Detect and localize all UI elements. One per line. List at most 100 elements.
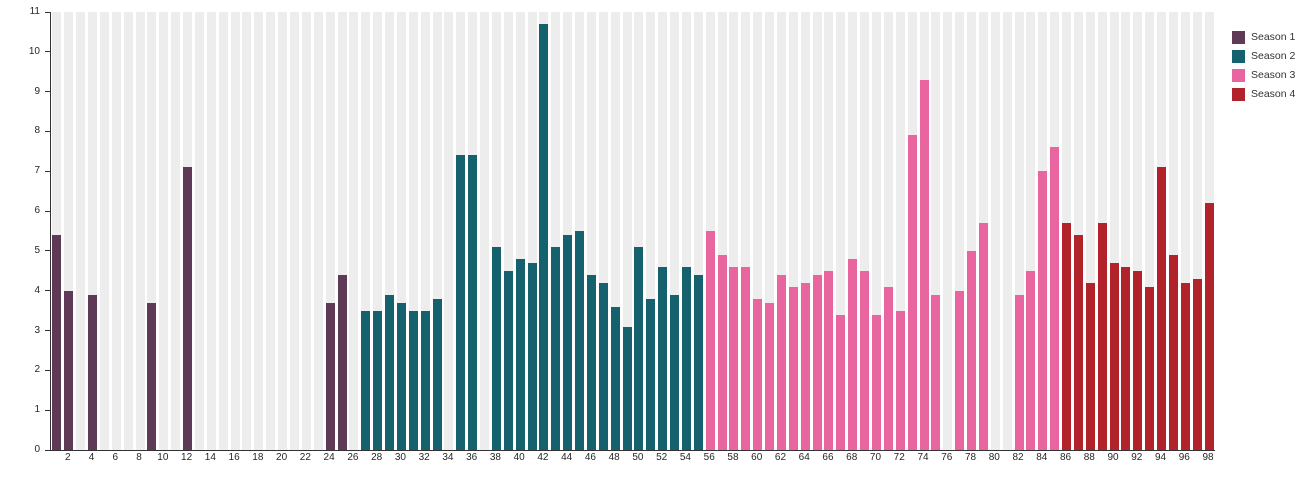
bar-12[interactable] [183,167,193,450]
bar-47[interactable] [598,282,608,450]
bar-48[interactable] [610,306,620,450]
bar-84[interactable] [1038,171,1048,450]
category-stripe [64,12,74,450]
bar-52[interactable] [658,266,668,450]
bar-50[interactable] [634,246,644,450]
category-stripe [301,12,311,450]
bar-78[interactable] [967,250,976,450]
bar-44[interactable] [563,234,573,450]
bar-45[interactable] [575,231,585,450]
bar-93[interactable] [1145,286,1155,450]
bar-4[interactable] [88,294,98,450]
bar-43[interactable] [551,246,561,450]
bar-92[interactable] [1133,270,1143,450]
bar-32[interactable] [420,310,430,450]
bar-94[interactable] [1157,167,1167,450]
x-tick-label: 24 [323,452,335,463]
bar-38[interactable] [491,246,501,450]
bar-29[interactable] [385,294,394,450]
bar-63[interactable] [788,286,798,450]
legend-item-season-3[interactable]: Season 3 [1232,69,1295,82]
bar-86[interactable] [1062,223,1072,450]
bar-62[interactable] [776,274,786,450]
bar-87[interactable] [1073,234,1083,450]
bar-69[interactable] [860,270,870,450]
bar-75[interactable] [931,294,941,450]
category-stripe [111,12,121,450]
x-tick-label: 16 [228,452,240,463]
bar-57[interactable] [717,254,727,450]
category-stripe [242,12,252,450]
y-tick-label: 11 [29,6,40,17]
legend-swatch-icon [1232,69,1245,82]
bar-58[interactable] [729,266,739,450]
x-tick-label: 22 [299,452,311,463]
bar-70[interactable] [871,314,881,450]
category-stripe [373,12,383,450]
bar-95[interactable] [1168,254,1178,450]
bar-68[interactable] [848,258,858,450]
bar-25[interactable] [337,274,347,450]
legend-label: Season 2 [1251,50,1296,62]
bar-90[interactable] [1109,262,1119,450]
bar-42[interactable] [539,23,549,450]
bar-72[interactable] [895,310,905,450]
bar-2[interactable] [64,290,74,450]
y-tick-label: 5 [34,244,40,256]
bar-88[interactable] [1085,282,1095,450]
legend-item-season-4[interactable]: Season 4 [1232,88,1295,101]
bar-9[interactable] [147,302,157,450]
bar-74[interactable] [919,79,929,450]
bar-24[interactable] [325,302,335,450]
bar-61[interactable] [765,302,775,450]
bar-65[interactable] [812,274,822,450]
bar-98[interactable] [1204,203,1214,450]
y-tick-mark [45,369,50,371]
bar-31[interactable] [408,310,418,450]
bar-30[interactable] [396,302,406,450]
bar-56[interactable] [705,231,715,450]
bar-66[interactable] [824,270,834,450]
bar-83[interactable] [1026,270,1036,450]
bar-77[interactable] [955,290,965,450]
x-tick-label: 80 [988,452,1000,463]
bar-85[interactable] [1050,147,1060,450]
bar-36[interactable] [468,155,478,450]
bar-67[interactable] [836,314,846,450]
bar-46[interactable] [586,274,596,450]
legend-item-season-2[interactable]: Season 2 [1232,50,1295,63]
bar-91[interactable] [1121,266,1131,450]
bar-49[interactable] [622,326,632,450]
x-tick-label: 38 [489,452,501,463]
bar-73[interactable] [907,135,917,450]
bar-60[interactable] [753,298,763,450]
category-stripe [325,12,335,450]
x-tick-label: 68 [846,452,858,463]
category-stripe [586,12,596,450]
x-tick-label: 78 [964,452,977,463]
category-stripe [385,12,394,450]
bar-51[interactable] [646,298,656,450]
bar-35[interactable] [456,155,466,450]
bar-96[interactable] [1180,282,1190,450]
bar-82[interactable] [1014,294,1024,450]
bar-59[interactable] [741,266,751,450]
bar-71[interactable] [883,286,893,450]
bar-28[interactable] [373,310,383,450]
bar-89[interactable] [1097,223,1107,450]
bar-27[interactable] [361,310,371,450]
bar-64[interactable] [800,282,810,450]
bar-79[interactable] [978,223,988,450]
bar-40[interactable] [515,258,525,450]
bar-53[interactable] [670,294,680,450]
bar-55[interactable] [693,274,703,450]
bar-97[interactable] [1192,278,1202,450]
category-stripe [883,12,893,450]
bar-1[interactable] [52,234,62,450]
bar-41[interactable] [527,262,537,450]
legend-item-season-1[interactable]: Season 1 [1232,31,1295,44]
bar-54[interactable] [681,266,691,450]
y-tick-label: 7 [34,165,40,177]
bar-39[interactable] [503,270,513,450]
bar-33[interactable] [432,298,442,450]
